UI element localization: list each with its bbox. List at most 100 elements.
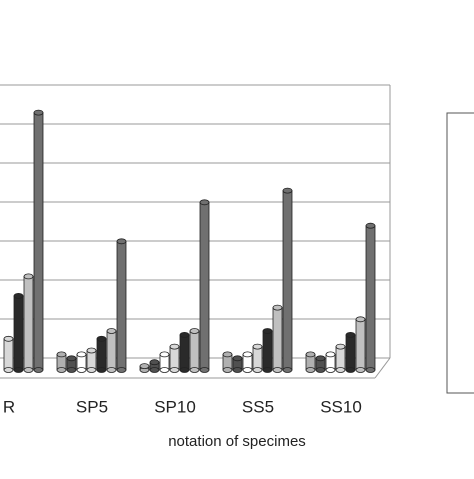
bar-top (56, 351, 67, 358)
bar (169, 343, 180, 373)
bar-body (106, 330, 117, 371)
bar (116, 238, 127, 373)
bar-top (66, 355, 77, 362)
bar-top (325, 351, 336, 358)
bar-bottom (345, 367, 356, 373)
x-tick-label: SS10 (320, 397, 362, 416)
bar (242, 351, 253, 373)
bar-bottom (262, 367, 273, 373)
x-axis-label: notation of specimes (168, 433, 306, 450)
bar (179, 331, 190, 373)
bar-top (13, 292, 24, 299)
bar-body (169, 346, 180, 371)
bar (305, 351, 316, 373)
bar-bottom (76, 367, 87, 373)
bar (262, 328, 273, 373)
bar-top (86, 347, 97, 354)
bar-bottom (305, 367, 316, 373)
bar (33, 109, 44, 373)
bar-top (355, 316, 366, 323)
bar (139, 363, 150, 373)
bar-body (335, 346, 346, 371)
bar-top (23, 273, 34, 280)
bar-top (222, 351, 233, 358)
x-tick-label: SP10 (154, 397, 196, 416)
bar (315, 355, 326, 373)
bar-top (272, 304, 283, 311)
bar-body (272, 307, 283, 371)
bar-body (3, 338, 14, 371)
bar-bottom (96, 367, 107, 373)
bar (66, 355, 77, 373)
bar-top (242, 351, 253, 358)
bar-top (335, 343, 346, 350)
bar (96, 335, 107, 373)
bar-top (232, 355, 243, 362)
bar (106, 328, 117, 373)
bar-bottom (252, 367, 263, 373)
bar-bottom (56, 367, 67, 373)
bar-body (116, 240, 127, 371)
bar-top (149, 359, 160, 366)
bar-body (282, 190, 293, 371)
bar-bottom (325, 367, 336, 373)
bar-top (96, 335, 107, 342)
bar (86, 347, 97, 373)
bar-bottom (272, 367, 283, 373)
bar-bottom (232, 367, 243, 373)
bar-bottom (189, 367, 200, 373)
bar-bottom (179, 367, 190, 373)
bar-body (179, 334, 190, 371)
bar-top (116, 238, 127, 245)
bar (222, 351, 233, 373)
bar-body (345, 334, 356, 371)
bar-body (199, 201, 210, 371)
bar-bottom (282, 367, 293, 373)
bar-body (13, 295, 24, 371)
bar (13, 292, 24, 373)
bar-bottom (66, 367, 77, 373)
bar-bottom (116, 367, 127, 373)
bar-top (33, 109, 44, 116)
bar-bottom (149, 367, 160, 373)
bar-top (305, 351, 316, 358)
bar-bottom (315, 367, 326, 373)
bar-bottom (242, 367, 253, 373)
bar (325, 351, 336, 373)
bar-top (252, 343, 263, 350)
bar (355, 316, 366, 373)
bar-bottom (365, 367, 376, 373)
bar (272, 304, 283, 373)
bar (159, 351, 170, 373)
bar-bottom (3, 367, 14, 373)
bar (252, 343, 263, 373)
bar (335, 343, 346, 373)
bar-top (139, 363, 150, 370)
bar-bottom (23, 367, 34, 373)
bar-top (189, 328, 200, 334)
bar-body (355, 318, 366, 371)
bar-top (199, 199, 210, 206)
bar-body (86, 350, 97, 371)
x-tick-label: SS5 (242, 397, 274, 416)
bar-top (345, 331, 356, 338)
floor-edge (374, 357, 391, 379)
bar (199, 199, 210, 373)
bar-top (106, 328, 117, 334)
bar-top (76, 351, 87, 358)
bar-top (3, 335, 14, 342)
bar-bottom (222, 367, 233, 373)
bar (189, 328, 200, 373)
bar-bottom (86, 367, 97, 373)
bar (345, 331, 356, 373)
bar (76, 351, 87, 373)
bar-body (23, 275, 34, 371)
bar-top (179, 331, 190, 338)
legend-box (446, 112, 474, 394)
bar (365, 222, 376, 373)
bar-top (262, 328, 273, 334)
bar-top (315, 355, 326, 362)
bar-bottom (355, 367, 366, 373)
bar-bottom (169, 367, 180, 373)
